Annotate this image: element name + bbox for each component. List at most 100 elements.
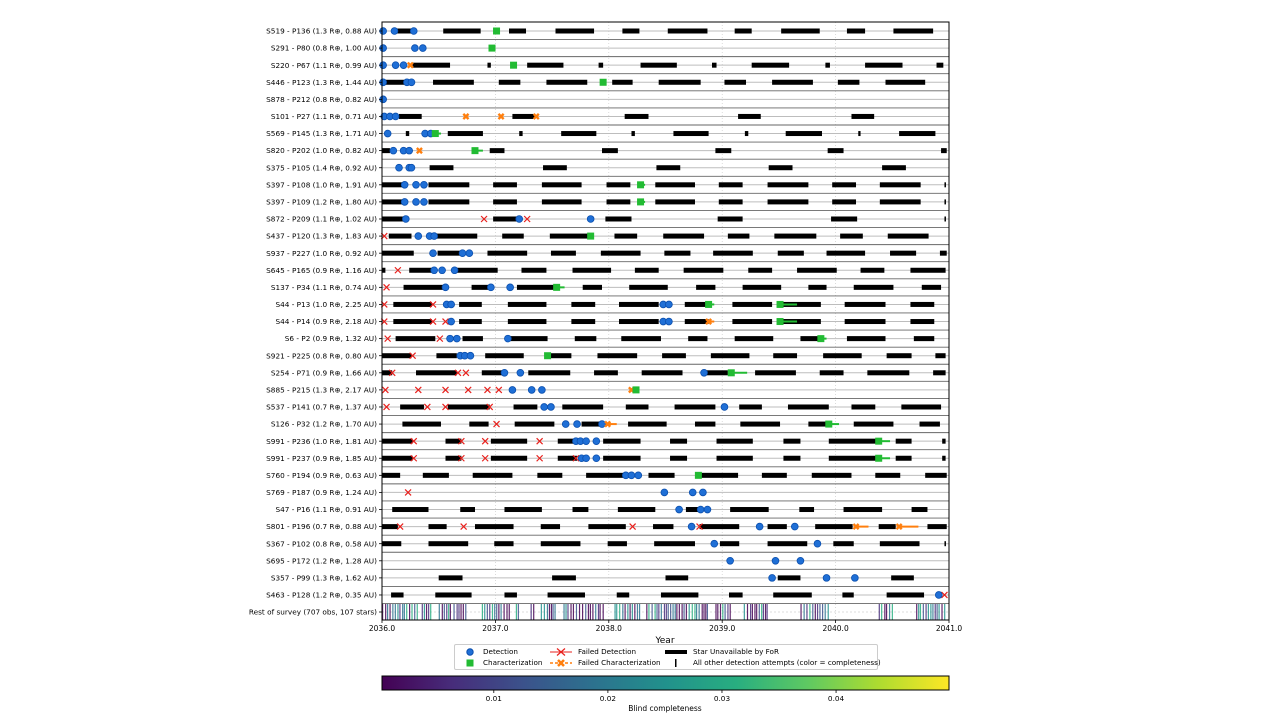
survey-attempt-tick	[540, 604, 542, 620]
survey-attempt-tick	[533, 604, 535, 620]
detection-marker	[402, 215, 410, 223]
unavailable-bar	[890, 250, 917, 256]
survey-attempt-tick	[698, 604, 700, 620]
unavailable-bar	[783, 455, 801, 461]
survey-attempt-tick	[701, 604, 703, 620]
unavailable-bar	[895, 455, 912, 461]
detection-marker	[399, 61, 408, 69]
unavailable-bar	[619, 301, 659, 307]
detection-marker	[446, 334, 454, 343]
unavailable-bar	[727, 233, 750, 239]
survey-attempt-tick	[589, 604, 591, 620]
survey-attempt-tick	[578, 604, 581, 620]
unavailable-bar	[867, 370, 910, 376]
unavailable-bar-icon	[665, 648, 687, 656]
unavailable-bar	[767, 199, 809, 205]
detection-marker	[598, 420, 606, 428]
unavailable-bar	[718, 182, 743, 188]
survey-attempt-tick	[550, 604, 553, 620]
unavailable-bar	[504, 507, 542, 513]
unavailable-bar	[858, 131, 861, 137]
unavailable-bar	[443, 28, 481, 34]
characterization-marker	[553, 283, 561, 291]
unavailable-bar	[670, 455, 688, 461]
unavailable-bar	[469, 421, 489, 427]
survey-attempt-tick	[554, 604, 556, 620]
characterization-marker	[599, 78, 607, 86]
y-tick-label: S397 - P109 (1.2 R⊕, 1.80 AU)	[266, 198, 377, 207]
survey-attempt-tick	[705, 604, 707, 620]
survey-attempt-tick	[453, 604, 455, 620]
survey-attempt-tick	[814, 604, 816, 620]
unavailable-bar	[382, 267, 386, 273]
unavailable-bar	[815, 524, 853, 530]
survey-attempt-tick	[597, 604, 600, 620]
survey-attempt-tick	[717, 604, 719, 620]
unavailable-bar	[893, 28, 934, 34]
unavailable-bar	[543, 165, 567, 171]
detection-marker	[414, 232, 423, 240]
unavailable-bar	[605, 216, 632, 222]
y-tick-label: S446 - P123 (1.3 R⊕, 1.44 AU)	[266, 78, 377, 87]
failed-characterization-marker	[406, 61, 414, 69]
detection-marker	[687, 522, 696, 531]
unavailable-bar	[780, 301, 821, 307]
survey-attempt-tick	[411, 604, 413, 620]
unavailable-bar	[732, 301, 773, 307]
unavailable-bar	[629, 284, 668, 290]
survey-attempt-tick	[563, 604, 565, 620]
detection-marker	[395, 163, 403, 172]
y-tick-label: S47 - P16 (1.1 R⊕, 0.91 AU)	[275, 505, 377, 514]
unavailable-bar	[603, 438, 641, 444]
unavailable-bar	[382, 148, 390, 154]
characterization-marker	[875, 454, 883, 462]
unavailable-bar	[886, 592, 925, 598]
characterization-marker	[471, 147, 479, 155]
characterization-marker	[544, 352, 552, 360]
survey-attempt-tick	[408, 604, 411, 620]
failed-characterization-marker	[895, 523, 903, 531]
unavailable-bar	[493, 216, 517, 222]
detection-marker	[430, 232, 438, 240]
survey-attempt-tick	[925, 604, 927, 620]
survey-attempt-tick	[624, 604, 626, 620]
unavailable-bar	[504, 592, 517, 598]
unavailable-bar	[800, 336, 820, 342]
detection-marker	[796, 556, 805, 565]
survey-attempt-tick	[629, 604, 631, 620]
survey-attempt-tick	[812, 604, 814, 620]
unavailable-bar	[594, 370, 618, 376]
legend-label: Failed Characterization	[578, 658, 661, 667]
detection-marker	[441, 283, 450, 292]
unavailable-bar	[783, 438, 801, 444]
unavailable-bar	[614, 233, 638, 239]
unavailable-bar	[393, 301, 432, 307]
unavailable-bar	[656, 165, 681, 171]
survey-attempt-tick	[599, 604, 601, 620]
unavailable-bar	[716, 455, 753, 461]
failed-detection-marker	[481, 437, 489, 445]
unavailable-bar	[490, 455, 528, 461]
survey-attempt-tick	[672, 604, 674, 620]
detection-marker	[710, 539, 719, 548]
unavailable-bar	[519, 131, 523, 137]
survey-attempt-tick	[761, 604, 763, 620]
detection-marker	[586, 215, 595, 223]
unavailable-bar	[825, 62, 830, 68]
unavailable-bar	[895, 438, 912, 444]
unavailable-bar	[846, 336, 886, 342]
survey-attempt-tick	[691, 604, 693, 620]
detection-marker	[592, 437, 601, 445]
y-tick-label: S254 - P71 (0.9 R⊕, 1.66 AU)	[271, 368, 377, 377]
y-tick-label: S357 - P99 (1.3 R⊕, 1.62 AU)	[271, 573, 377, 582]
unavailable-bar	[832, 199, 857, 205]
unavailable-bar	[729, 592, 743, 598]
survey-attempt-tick	[656, 604, 658, 620]
unavailable-bar	[844, 319, 886, 325]
unavailable-bar	[664, 250, 691, 256]
unavailable-bar	[537, 472, 563, 478]
unavailable-bar	[734, 28, 752, 34]
y-tick-label: S519 - P136 (1.3 R⊕, 0.88 AU)	[266, 27, 377, 36]
legend-failed-characterization: Failed Characterization	[550, 658, 661, 667]
